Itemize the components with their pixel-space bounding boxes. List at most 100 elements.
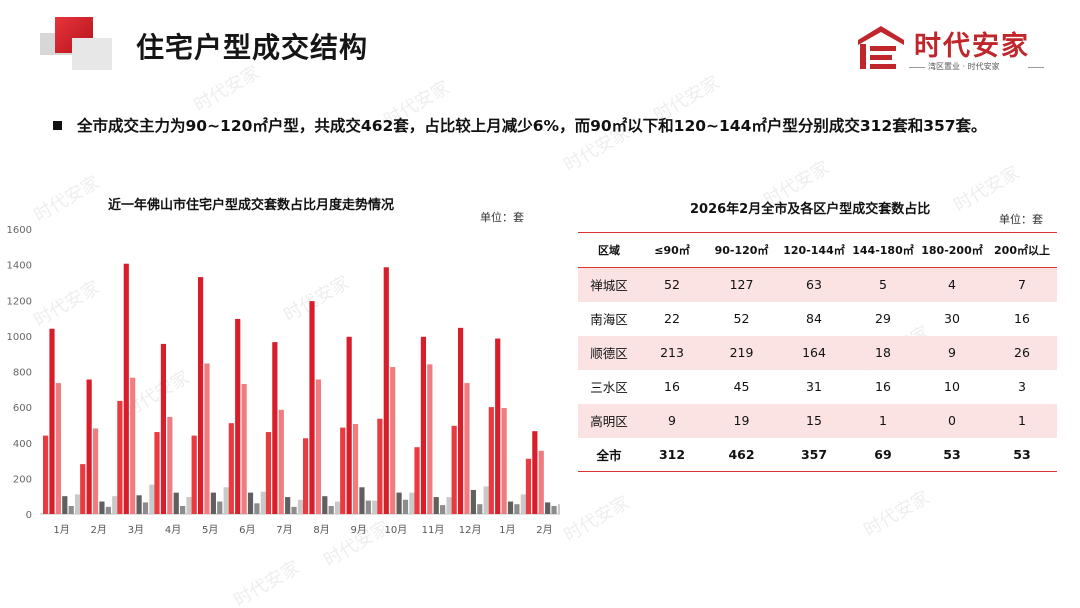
bar bbox=[123, 263, 129, 514]
table-cell: 52 bbox=[733, 311, 750, 326]
bar bbox=[470, 489, 476, 514]
table-cell: 52 bbox=[640, 267, 704, 302]
header-90-120: 90-120㎡ bbox=[704, 232, 779, 268]
bar bbox=[451, 425, 457, 514]
bar bbox=[191, 435, 197, 514]
bar bbox=[217, 501, 223, 514]
bar bbox=[545, 502, 551, 514]
header-144-180: 144-180㎡ bbox=[849, 232, 917, 268]
bar bbox=[80, 464, 86, 514]
bar bbox=[86, 379, 92, 514]
table-cell: 357 bbox=[779, 437, 849, 472]
table-cell: 164 bbox=[779, 335, 849, 370]
bar bbox=[254, 503, 260, 514]
table-cell: 53 bbox=[917, 437, 987, 472]
table-cell: 19 bbox=[704, 403, 779, 438]
bar bbox=[75, 494, 81, 514]
bar bbox=[112, 496, 118, 514]
bar bbox=[235, 318, 241, 514]
x-tick-label: 3月 bbox=[128, 524, 144, 536]
table-cell: 16 bbox=[875, 379, 891, 394]
bar bbox=[309, 301, 315, 514]
y-tick-label: 1400 bbox=[7, 261, 32, 272]
chart-title: 近一年佛山市住宅户型成交套数占比月度走势情况 bbox=[108, 198, 395, 213]
x-tick-label: 7月 bbox=[276, 524, 292, 536]
table-row: 顺德区 213 219 164 18 9 26 bbox=[578, 335, 1057, 370]
bar bbox=[154, 432, 160, 514]
bar bbox=[359, 487, 365, 514]
x-tick-label: 1月 bbox=[499, 524, 515, 536]
watermark: 时代安家 bbox=[560, 492, 634, 547]
bar bbox=[291, 506, 297, 514]
table-cell: 10 bbox=[944, 379, 960, 394]
bar bbox=[396, 492, 402, 514]
y-tick-label: 200 bbox=[13, 474, 32, 485]
watermark: 时代安家 bbox=[950, 162, 1024, 217]
header-decoration bbox=[72, 38, 112, 70]
table-cell: 3 bbox=[1018, 379, 1026, 394]
x-tick-label: 9月 bbox=[351, 524, 367, 536]
header-120-144: 120-144㎡ bbox=[779, 232, 849, 268]
bar bbox=[149, 484, 155, 514]
bar bbox=[180, 505, 186, 514]
district-table: 区域 ≤90㎡ 90-120㎡ 120-144㎡ 144-180㎡ 180-20… bbox=[578, 232, 1057, 472]
bar bbox=[223, 487, 229, 514]
bullet-icon bbox=[53, 121, 62, 130]
x-tick-label: 1月 bbox=[53, 524, 69, 536]
bar bbox=[272, 342, 278, 514]
bar bbox=[532, 431, 538, 514]
row-region: 南海区 bbox=[590, 312, 628, 327]
bar bbox=[446, 497, 452, 514]
header-180-200: 180-200㎡ bbox=[917, 232, 987, 268]
bar bbox=[488, 407, 494, 514]
y-tick-label: 400 bbox=[13, 439, 32, 450]
bar bbox=[62, 496, 68, 514]
bar bbox=[352, 424, 359, 514]
table-cell: 63 bbox=[779, 267, 849, 302]
table-cell: 9 bbox=[640, 403, 704, 438]
table-cell: 312 bbox=[640, 437, 704, 472]
table-cell: 9 bbox=[917, 335, 987, 370]
bar bbox=[285, 497, 291, 514]
x-tick-label: 12月 bbox=[459, 524, 482, 536]
watermark: 时代安家 bbox=[190, 62, 264, 117]
table-cell: 84 bbox=[806, 311, 822, 326]
x-tick-label: 2月 bbox=[91, 524, 107, 536]
table-cell: 5 bbox=[849, 267, 917, 302]
bar bbox=[402, 499, 409, 514]
bar bbox=[390, 367, 396, 514]
logo-subtitle: 湾区置业 · 时代安家 bbox=[928, 62, 1000, 71]
table-cell: 16 bbox=[664, 379, 680, 394]
bar bbox=[346, 336, 352, 514]
bar bbox=[136, 495, 142, 514]
bar bbox=[335, 501, 341, 514]
table-cell: 4 bbox=[917, 267, 987, 302]
row-region: 高明区 bbox=[578, 403, 640, 438]
bar bbox=[409, 492, 415, 514]
x-tick-label: 8月 bbox=[313, 524, 329, 536]
table-cell: 127 bbox=[704, 267, 779, 302]
table-unit: 单位：套 bbox=[999, 213, 1043, 226]
watermark: 时代安家 bbox=[30, 172, 104, 227]
bar bbox=[186, 497, 192, 514]
logo-mark-icon bbox=[858, 26, 904, 69]
monthly-bar-chart: 0 200 400 600 800 1000 1200 1400 1600 1月 2月 3月 4月 5月 6… bbox=[7, 225, 560, 536]
bar bbox=[525, 458, 532, 514]
header-gt200: 200㎡以上 bbox=[987, 232, 1057, 268]
table-cell: 1 bbox=[849, 403, 917, 438]
bar bbox=[278, 409, 284, 514]
bar bbox=[328, 505, 334, 514]
bar bbox=[464, 383, 470, 514]
table-cell: 213 bbox=[640, 335, 704, 370]
bar bbox=[105, 506, 111, 514]
bar bbox=[483, 486, 489, 514]
table-cell: 22 bbox=[664, 311, 680, 326]
bar bbox=[365, 500, 371, 514]
y-tick-label: 1600 bbox=[7, 225, 32, 236]
bar bbox=[514, 504, 520, 514]
bar bbox=[99, 501, 105, 514]
header-lte90: ≤90㎡ bbox=[640, 232, 704, 268]
table-row: 高明区 9 19 15 1 0 1 bbox=[578, 403, 1057, 438]
table-cell: 53 bbox=[987, 437, 1057, 472]
y-tick-label: 1200 bbox=[7, 296, 32, 307]
